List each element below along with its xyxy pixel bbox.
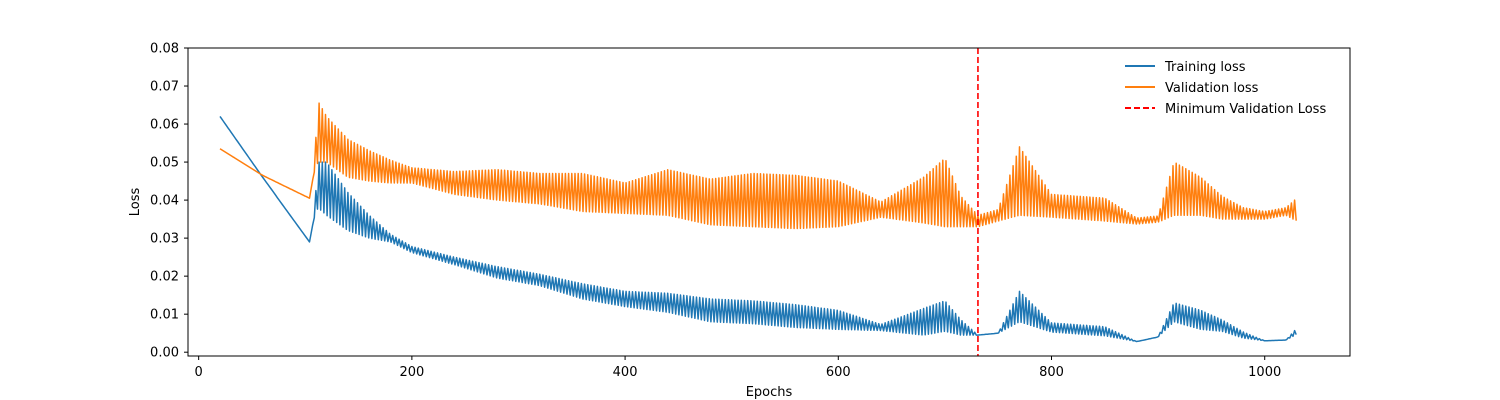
- x-tick-label: 200: [399, 365, 424, 380]
- y-tick-label: 0.07: [150, 80, 179, 95]
- x-tick-label: 1000: [1248, 365, 1281, 380]
- y-tick-label: 0.08: [150, 42, 179, 57]
- legend: Training loss Validation loss Minimum Va…: [1125, 60, 1326, 117]
- x-tick-label: 600: [826, 365, 851, 380]
- x-tick-label: 400: [613, 365, 638, 380]
- x-tick-label: 0: [195, 365, 203, 380]
- series-line-training-loss: [219, 115, 1297, 343]
- y-tick-label: 0.02: [150, 270, 179, 285]
- y-tick-label: 0.00: [150, 346, 179, 361]
- y-tick-label: 0.05: [150, 156, 179, 171]
- y-tick-label: 0.01: [150, 308, 179, 323]
- y-axis: 0.00 0.01 0.02 0.03 0.04 0.05 0.06 0.07 0.08: [150, 42, 188, 361]
- series-line-validation-loss: [219, 102, 1297, 230]
- x-tick-label: 800: [1039, 365, 1064, 380]
- y-tick-label: 0.03: [150, 232, 179, 247]
- y-tick-label: 0.04: [150, 194, 179, 209]
- y-tick-label: 0.06: [150, 118, 179, 133]
- plot-area: [219, 48, 1297, 356]
- x-axis-label: Epochs: [746, 385, 793, 400]
- legend-label-training: Training loss: [1164, 60, 1246, 75]
- x-axis: 0 200 400 600 800 1000: [195, 356, 1281, 380]
- axes-frame: [187, 47, 1351, 357]
- legend-label-min-val: Minimum Validation Loss: [1165, 102, 1326, 117]
- y-axis-label: Loss: [128, 188, 143, 217]
- legend-label-validation: Validation loss: [1165, 81, 1259, 96]
